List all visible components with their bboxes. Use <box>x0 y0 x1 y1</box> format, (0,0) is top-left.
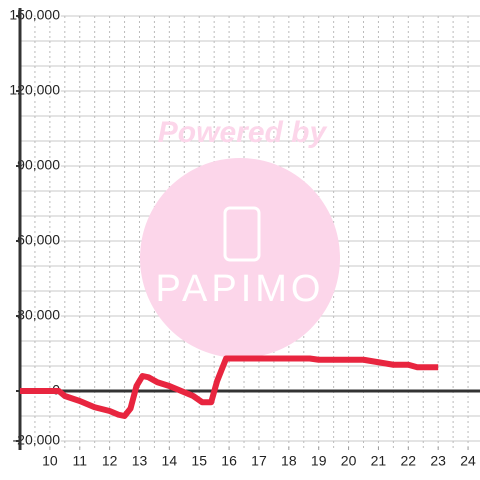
x-tick-label: 19 <box>311 453 327 469</box>
x-tick-label: 13 <box>132 453 148 469</box>
x-tick-label: 18 <box>281 453 297 469</box>
watermark-circle <box>140 158 340 358</box>
y-tick-label: -20,000 <box>13 432 61 448</box>
watermark-phone <box>223 206 261 262</box>
x-tick-label: 22 <box>401 453 417 469</box>
y-tick-label: 30,000 <box>17 307 60 323</box>
watermark-logo: PAPIMO <box>156 268 325 310</box>
y-tick-label: 90,000 <box>17 157 60 173</box>
watermark: Powered by PAPIMO <box>140 116 340 358</box>
x-tick-label: 12 <box>102 453 118 469</box>
watermark-text: Powered by <box>158 116 328 149</box>
x-tick-label: 17 <box>251 453 267 469</box>
x-tick-label: 23 <box>430 453 446 469</box>
line <box>20 355 439 419</box>
x-tick-label: 14 <box>162 453 178 469</box>
x-tick-label: 20 <box>341 453 357 469</box>
x-tick-label: 11 <box>72 453 87 469</box>
y-tick-label: 120,000 <box>9 82 60 98</box>
x-tick-label: 16 <box>221 453 237 469</box>
y-tick-label: 60,000 <box>17 232 60 248</box>
x-tick-label: 15 <box>191 453 207 469</box>
x-tick-label: 10 <box>42 453 58 469</box>
y-tick-label: 150,000 <box>9 7 60 23</box>
x-tick-label: 21 <box>371 453 387 469</box>
x-tick-label: 24 <box>460 453 476 469</box>
